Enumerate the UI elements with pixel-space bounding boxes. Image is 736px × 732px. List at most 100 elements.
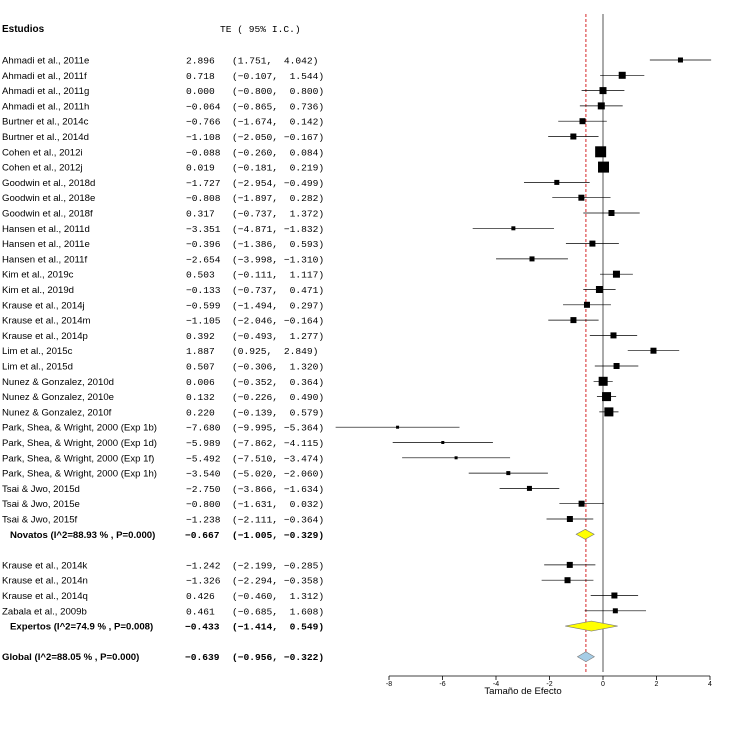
effect-estimate: 2.896 [186, 56, 215, 67]
study-label: Hansen et al., 2011f [2, 254, 87, 265]
effect-marker [610, 332, 617, 339]
effect-estimate: −5.989 [186, 438, 221, 449]
effect-estimate: −1.242 [186, 560, 221, 571]
effect-estimate: −1.105 [186, 316, 221, 327]
effect-marker [611, 592, 618, 599]
study-label: Hansen et al., 2011e [2, 239, 90, 250]
study-label: Krause et al., 2014j [2, 300, 85, 311]
study-label: Goodwin et al., 2018d [2, 178, 95, 189]
confidence-interval: (−1.897, 0.282) [232, 193, 324, 204]
confidence-interval: (−1.386, 0.593) [232, 239, 324, 250]
x-tick-label: -8 [386, 681, 392, 688]
effect-estimate: −7.680 [186, 423, 221, 434]
effect-marker [613, 363, 620, 369]
effect-marker [608, 210, 615, 216]
subgroup-diamond [575, 528, 595, 540]
effect-estimate: 0.132 [186, 392, 215, 403]
effect-column-header: TE ( 95% I.C.) [220, 24, 301, 35]
study-label: Kim et al., 2019d [2, 285, 74, 296]
confidence-interval: (−0.139, 0.579) [232, 407, 324, 418]
effect-estimate: −2.750 [186, 484, 221, 495]
effect-marker [529, 256, 535, 262]
study-label: Park, Shea, & Wright, 2000 (Exp 1b) [2, 423, 157, 434]
confidence-interval: (−0.737, 0.471) [232, 285, 324, 296]
x-tick-label: 2 [655, 681, 659, 688]
effect-marker [396, 425, 400, 429]
study-label: Ahmadi et al., 2011g [2, 86, 89, 97]
x-tick-label: 4 [708, 681, 712, 688]
x-tick-label: -6 [439, 681, 445, 688]
plot-area [335, 14, 712, 672]
x-axis-label: Tamaño de Efecto [484, 686, 561, 697]
study-label: Lim et al., 2015c [2, 346, 73, 357]
subgroup-diamond [565, 620, 618, 632]
confidence-interval: (−0.306, 1.320) [232, 362, 324, 373]
confidence-interval: (−0.737, 1.372) [232, 209, 324, 220]
effect-estimate: −0.639 [185, 652, 220, 663]
study-label: Cohen et al., 2012i [2, 147, 83, 158]
effect-estimate: −1.326 [186, 576, 221, 587]
subgroup-label: Novatos (I^2=88.93 % , P=0.000) [10, 530, 155, 541]
effect-estimate: −0.599 [186, 300, 221, 311]
study-label: Ahmadi et al., 2011e [2, 56, 89, 67]
study-label: Lim et al., 2015d [2, 362, 73, 373]
effect-estimate: −0.667 [185, 530, 220, 541]
study-label: Nunez & Gonzalez, 2010d [2, 377, 114, 388]
x-tick-label: 0 [601, 681, 605, 688]
effect-marker [595, 146, 607, 158]
effect-marker [441, 441, 445, 444]
study-rows: Ahmadi et al., 2011e 2.896 (1.751, 4.042) A… [2, 56, 324, 664]
confidence-interval: (−0.181, 0.219) [232, 163, 324, 174]
effect-marker [597, 102, 605, 110]
confidence-interval: (1.751, 4.042) [232, 56, 318, 67]
study-label: Krause et al., 2014m [2, 316, 91, 327]
effect-estimate: −0.088 [186, 147, 221, 158]
subgroup-label: Expertos (I^2=74.9 % , P=0.008) [10, 622, 153, 633]
effect-estimate: −1.238 [186, 515, 221, 526]
effect-estimate: −1.727 [186, 178, 221, 189]
confidence-interval: (−2.050, −0.167) [232, 132, 324, 143]
confidence-interval: (−0.460, 1.312) [232, 591, 324, 602]
effect-estimate: 0.718 [186, 71, 215, 82]
effect-estimate: 0.503 [186, 270, 215, 281]
confidence-interval: (−0.260, 0.084) [232, 147, 324, 158]
overall-diamond [576, 651, 595, 663]
study-label: Park, Shea, & Wright, 2000 (Exp 1f) [2, 453, 154, 464]
effect-estimate: −0.064 [186, 101, 221, 112]
effect-estimate: −0.808 [186, 193, 221, 204]
study-label: Goodwin et al., 2018e [2, 193, 95, 204]
study-column-header: Estudios [2, 24, 45, 35]
effect-marker [583, 301, 590, 308]
confidence-interval: (−0.107, 1.544) [232, 71, 324, 82]
study-label: Krause et al., 2014q [2, 591, 88, 602]
effect-estimate: 0.426 [186, 591, 215, 602]
effect-marker [598, 376, 608, 386]
effect-marker [650, 347, 657, 354]
confidence-interval: (−1.631, 0.032) [232, 499, 324, 510]
confidence-interval: (−1.494, 0.297) [232, 300, 324, 311]
effect-estimate: −0.133 [186, 285, 221, 296]
effect-marker [579, 118, 586, 125]
study-label: Kim et al., 2019c [2, 270, 74, 281]
effect-marker [578, 500, 585, 507]
confidence-interval: (−7.862, −4.115) [232, 438, 324, 449]
confidence-interval: (−0.800, 0.800) [232, 86, 324, 97]
study-label: Tsai & Jwo, 2015d [2, 484, 80, 495]
study-label: Tsai & Jwo, 2015e [2, 499, 80, 510]
confidence-interval: (0.925, 2.849) [232, 346, 318, 357]
confidence-interval: (−1.414, 0.549) [232, 622, 324, 633]
study-label: Hansen et al., 2011d [2, 224, 90, 235]
confidence-interval: (−0.685, 1.608) [232, 606, 324, 617]
effect-estimate: −0.396 [186, 239, 221, 250]
study-label: Krause et al., 2014n [2, 576, 88, 587]
confidence-interval: (−9.995, −5.364) [232, 423, 324, 434]
study-label: Krause et al., 2014k [2, 560, 88, 571]
confidence-interval: (−3.866, −1.634) [232, 484, 324, 495]
effect-estimate: 0.019 [186, 163, 215, 174]
effect-estimate: 0.392 [186, 331, 215, 342]
effect-marker [602, 392, 612, 402]
effect-estimate: −3.540 [186, 469, 221, 480]
confidence-interval: (−2.111, −0.364) [232, 515, 324, 526]
effect-marker [612, 608, 618, 614]
effect-marker [595, 286, 603, 293]
